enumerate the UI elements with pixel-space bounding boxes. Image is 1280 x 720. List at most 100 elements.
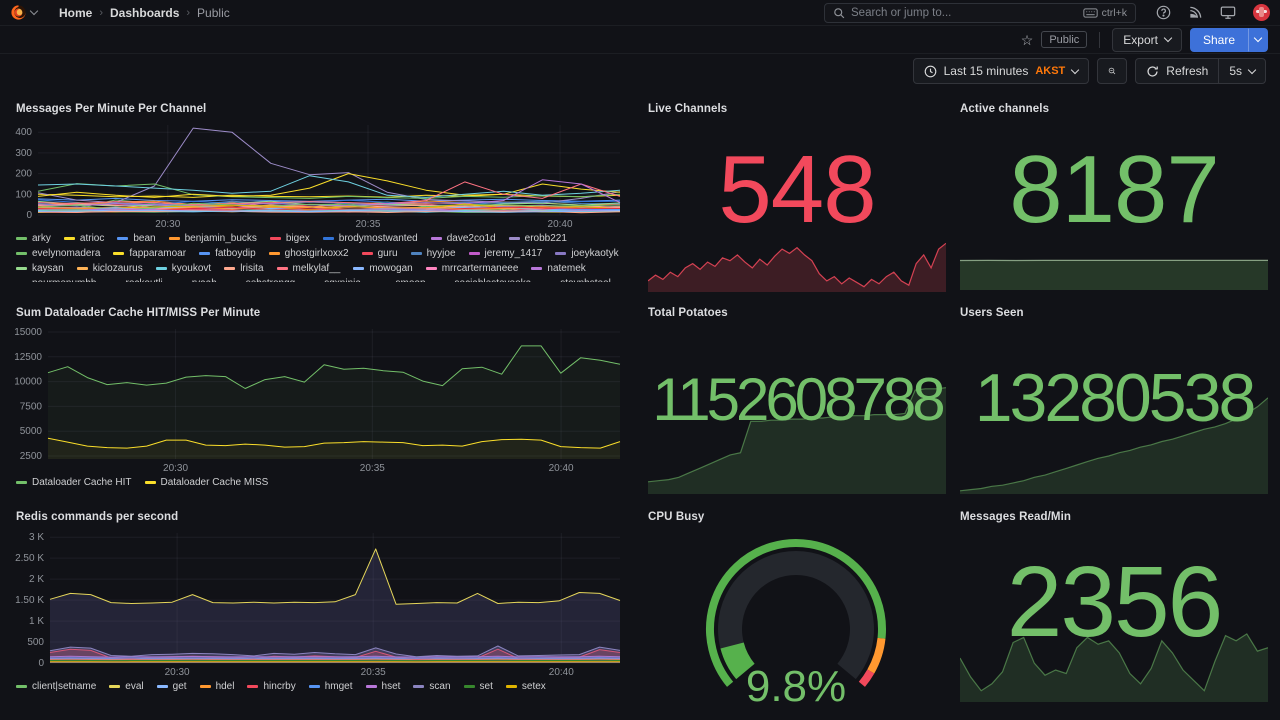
share-dropdown-button[interactable] — [1248, 27, 1268, 52]
legend-item[interactable]: evelynomadera — [16, 246, 100, 261]
share-button[interactable]: Share — [1189, 27, 1248, 52]
legend-item[interactable]: rockoutli — [109, 276, 162, 282]
panel-title[interactable]: CPU Busy — [648, 511, 705, 523]
grafana-flame-icon — [11, 5, 26, 20]
legend-item[interactable]: client|setname — [16, 679, 96, 694]
timeseries-chart[interactable]: 0 500 1 K 1.50 K 2 K 2.50 K 3 K 20:30 20:35 20:40 — [8, 527, 626, 679]
news-rss-icon[interactable] — [1188, 5, 1203, 20]
legend-item[interactable]: mrrcartermaneee — [425, 261, 518, 276]
svg-text:500: 500 — [27, 637, 44, 648]
legend-item[interactable]: smoop — [380, 276, 426, 282]
dashboard-tag[interactable]: Public — [1041, 31, 1088, 48]
panel-dataloader-cache: Sum Dataloader Cache HIT/MISS Per Minute… — [8, 300, 626, 496]
legend-item[interactable]: sebstrongg — [230, 276, 295, 282]
legend-label: Dataloader Cache MISS — [160, 477, 269, 488]
legend-item[interactable]: hyyjoe — [410, 246, 456, 261]
legend-item[interactable]: hdel — [199, 679, 234, 694]
panel-title[interactable]: Active channels — [960, 103, 1050, 115]
legend-item[interactable]: kyoukovt — [155, 261, 211, 276]
panel-title[interactable]: Live Channels — [648, 103, 728, 115]
legend-item[interactable]: kiclozaurus — [76, 261, 143, 276]
export-button[interactable]: Export — [1112, 27, 1182, 52]
legend-item[interactable]: hmget — [308, 679, 353, 694]
breadcrumb-dashboards[interactable]: Dashboards — [110, 5, 180, 20]
legend-label: client|setname — [32, 681, 97, 692]
legend-item[interactable]: scan — [413, 679, 451, 694]
legend-label: fapparamoar — [129, 248, 187, 259]
chart-legend: Dataloader Cache HIT Dataloader Cache MIS… — [8, 475, 626, 495]
svg-text:2 K: 2 K — [29, 574, 44, 585]
legend-label: Dataloader Cache HIT — [32, 477, 132, 488]
legend-item[interactable]: kaysan — [16, 261, 64, 276]
legend-item[interactable]: sgxninja_ — [308, 276, 366, 282]
svg-text:20:30: 20:30 — [165, 667, 190, 678]
legend-item[interactable]: melkylaf__ — [276, 261, 340, 276]
timeseries-chart[interactable]: 2500 5000 7500 10000 12500 15000 20:30 20:35 20:… — [8, 323, 626, 475]
legend-item[interactable]: atrioc — [63, 231, 104, 246]
legend-item[interactable]: fapparamoar — [113, 246, 186, 261]
panel-title[interactable]: Messages Per Minute Per Channel — [16, 103, 207, 115]
legend-swatch — [322, 237, 334, 240]
legend-swatch — [508, 237, 520, 240]
legend-item[interactable]: erobb221 — [508, 231, 567, 246]
breadcrumb-home[interactable]: Home — [59, 5, 93, 20]
timeseries-chart[interactable]: 0 100 200 300 400 20:30 20:35 20:40 — [8, 119, 626, 231]
grafana-logo[interactable] — [10, 4, 39, 21]
legend-item[interactable]: natemek — [531, 261, 586, 276]
legend-item[interactable]: Dataloader Cache MISS — [144, 475, 269, 490]
legend-swatch — [16, 685, 27, 688]
help-icon[interactable] — [1156, 5, 1171, 20]
legend-item[interactable]: eval — [109, 679, 144, 694]
sparkline — [648, 238, 946, 292]
legend-item[interactable]: lrisita — [224, 261, 264, 276]
gauge-chart[interactable]: 9.8% — [644, 529, 950, 720]
legend-swatch — [531, 267, 543, 270]
legend-item[interactable]: sociablesteveoka — [439, 276, 532, 282]
svg-text:10000: 10000 — [14, 377, 42, 388]
search-input[interactable]: Search or jump to... ctrl+k — [824, 2, 1136, 23]
legend-item[interactable]: hset — [365, 679, 400, 694]
panel-title[interactable]: Users Seen — [960, 307, 1024, 319]
search-icon — [834, 7, 845, 18]
legend-item[interactable]: dave2co1d — [430, 231, 496, 246]
zoom-out-button[interactable] — [1098, 59, 1126, 83]
legend-item[interactable]: stovnhsteel — [544, 276, 611, 282]
legend-item[interactable]: ryaah — [176, 276, 217, 282]
time-range-picker[interactable]: Last 15 minutes AKST — [914, 59, 1089, 83]
star-icon[interactable]: ☆ — [1020, 31, 1034, 48]
legend-item[interactable]: Dataloader Cache HIT — [16, 475, 132, 490]
legend-item[interactable]: bigex — [269, 231, 310, 246]
chevron-down-icon — [1247, 65, 1257, 74]
legend-label: hyyjoe — [426, 248, 456, 259]
legend-swatch — [155, 267, 167, 270]
panel-title[interactable]: Messages Read/Min — [960, 511, 1071, 523]
legend-item[interactable]: arky — [16, 231, 51, 246]
refresh-button[interactable]: Refresh — [1136, 59, 1218, 83]
svg-text:3 K: 3 K — [29, 532, 44, 543]
user-avatar[interactable] — [1253, 4, 1270, 21]
legend-item[interactable]: brodymostwanted — [322, 231, 418, 246]
legend-item[interactable]: setex — [505, 679, 546, 694]
legend-item[interactable]: ghostgirlxoxx2 — [268, 246, 349, 261]
legend-item[interactable]: get — [156, 679, 187, 694]
legend-item[interactable]: fatboydip — [199, 246, 256, 261]
monitor-icon[interactable] — [1220, 5, 1236, 20]
legend-item[interactable]: bean — [117, 231, 156, 246]
legend-item[interactable]: jeremy_1417 — [468, 246, 543, 261]
panel-title[interactable]: Redis commands per second — [16, 511, 179, 523]
legend-label: jeremy_1417 — [484, 248, 543, 259]
legend-item[interactable]: hincrby — [247, 679, 296, 694]
refresh-interval-picker[interactable]: 5s — [1218, 59, 1265, 83]
legend-item[interactable]: set — [463, 679, 493, 694]
legend-item[interactable]: guru — [361, 246, 398, 261]
legend-label: kaysan — [32, 263, 64, 274]
panel-title[interactable]: Total Potatoes — [648, 307, 728, 319]
legend-item[interactable]: mowogan — [353, 261, 413, 276]
panel-title[interactable]: Sum Dataloader Cache HIT/MISS Per Minute — [16, 307, 261, 319]
svg-text:100: 100 — [15, 189, 32, 200]
legend-item[interactable]: benjamin_bucks — [168, 231, 257, 246]
clock-icon — [924, 65, 936, 77]
legend-swatch — [269, 237, 281, 240]
legend-item[interactable]: joeykaotyk — [555, 246, 619, 261]
legend-item[interactable]: pourmenumbb — [16, 276, 96, 282]
